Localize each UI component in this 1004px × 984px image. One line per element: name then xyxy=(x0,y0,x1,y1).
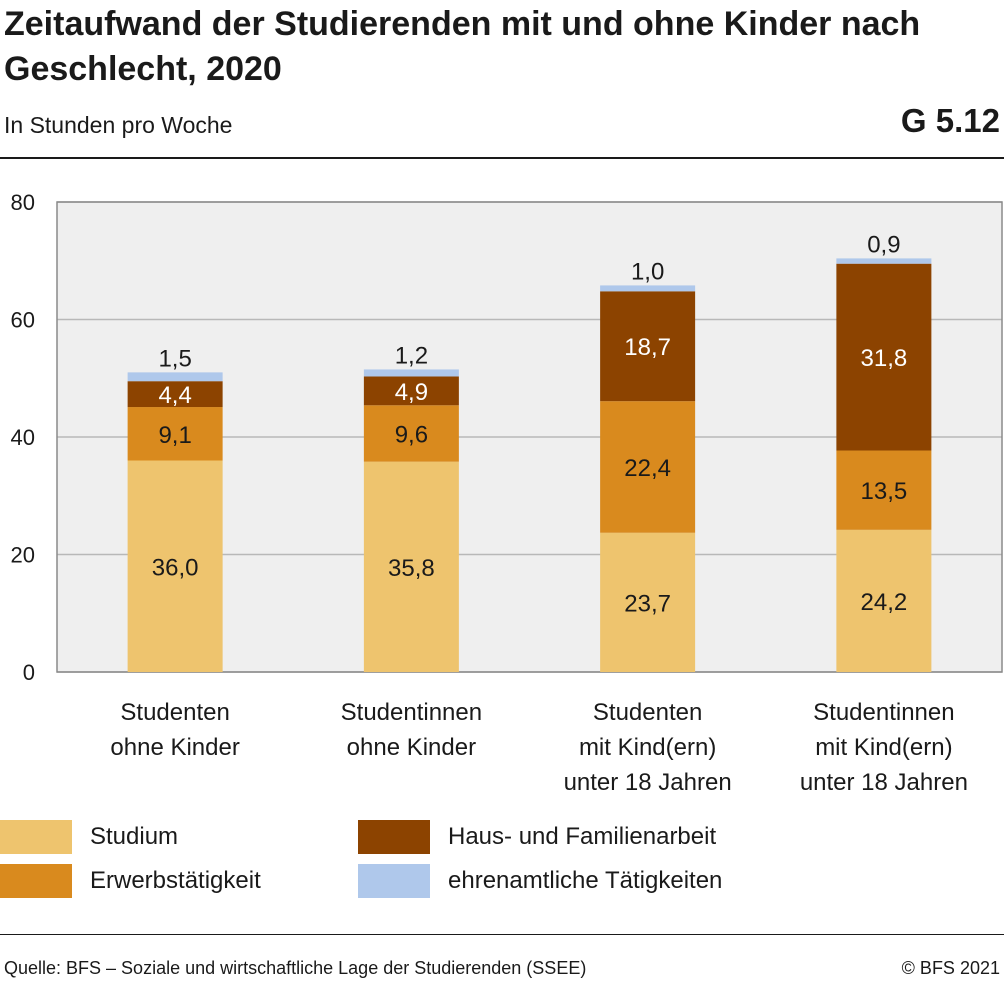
bar-segment xyxy=(363,376,459,406)
plot-border xyxy=(56,201,1003,673)
bar-segment xyxy=(363,461,459,672)
bar-segment xyxy=(836,529,932,672)
bar-segment xyxy=(363,405,459,462)
data-label: 13,5 xyxy=(861,478,908,505)
bar-segment xyxy=(836,258,932,264)
bar-segment xyxy=(127,460,223,672)
legend-item: Studium xyxy=(0,820,178,854)
copyright-note: © BFS 2021 xyxy=(901,958,1000,978)
x-tick-label: unter 18 Jahren xyxy=(564,769,732,796)
x-tick-label: mit Kind(ern) xyxy=(815,734,952,761)
data-label: 1,2 xyxy=(395,342,428,369)
bar-segment xyxy=(363,369,459,377)
y-tick-label: 0 xyxy=(23,660,35,685)
x-tick-label: Studenten xyxy=(593,699,702,726)
legend-label: Haus- und Familienarbeit xyxy=(448,823,717,850)
data-label: 9,6 xyxy=(395,421,428,448)
data-label: 0,9 xyxy=(867,231,900,258)
legend-swatch xyxy=(358,820,430,854)
legend-swatch xyxy=(0,820,72,854)
x-tick-label: Studentinnen xyxy=(813,699,954,726)
x-tick-label: mit Kind(ern) xyxy=(579,734,716,761)
legend-item: Haus- und Familienarbeit xyxy=(358,820,716,854)
stacked-bar-chart: 0 20 40 60 80 36,0 9,1 4,4 1,5 Studenten ohne Kind… xyxy=(11,190,1003,796)
y-tick-label: 40 xyxy=(11,425,35,450)
data-label: 24,2 xyxy=(861,589,908,616)
legend-item: Erwerbstätigkeit xyxy=(0,864,261,898)
footer-divider xyxy=(0,934,1004,935)
x-tick-label: ohne Kinder xyxy=(110,734,239,761)
data-label: 9,1 xyxy=(158,422,191,449)
bar-segment xyxy=(600,291,696,402)
y-tick-label: 60 xyxy=(11,308,35,333)
legend-item: ehrenamtliche Tätigkeiten xyxy=(358,864,722,898)
bar-segment xyxy=(127,407,223,461)
data-label: 1,5 xyxy=(158,345,191,372)
chart-number: G 5.12 xyxy=(900,102,1000,139)
legend-swatch xyxy=(358,864,430,898)
data-label: 35,8 xyxy=(388,555,435,582)
bar-segment xyxy=(836,450,932,530)
legend-label: Erwerbstätigkeit xyxy=(90,867,261,894)
legend-label: ehrenamtliche Tätigkeiten xyxy=(448,867,723,894)
data-label: 4,9 xyxy=(395,379,428,406)
bar-segment xyxy=(600,401,696,533)
bar-segment xyxy=(600,285,696,292)
data-label: 36,0 xyxy=(152,554,199,581)
data-label: 31,8 xyxy=(861,345,908,372)
bar-segment xyxy=(127,381,223,408)
y-tick-label: 20 xyxy=(11,543,35,568)
x-tick-label: ohne Kinder xyxy=(347,734,476,761)
header-divider xyxy=(0,157,1004,159)
chart-title: Zeitaufwand der Studierenden mit und ohn… xyxy=(4,5,921,88)
data-label: 18,7 xyxy=(624,334,671,361)
data-label: 22,4 xyxy=(624,455,671,482)
source-note: Quelle: BFS – Soziale und wirtschaftlich… xyxy=(4,958,587,978)
bar-segment xyxy=(836,263,932,451)
chart-subtitle: In Stunden pro Woche xyxy=(4,112,233,138)
x-tick-label: Studenten xyxy=(120,699,229,726)
data-label: 1,0 xyxy=(631,258,664,285)
data-label: 23,7 xyxy=(624,590,671,617)
y-tick-label: 80 xyxy=(11,190,35,215)
x-tick-label: unter 18 Jahren xyxy=(800,769,968,796)
chart-legend: Studium Erwerbstätigkeit Haus- und Familie… xyxy=(0,820,1004,900)
data-label: 4,4 xyxy=(158,382,191,409)
bar-segment xyxy=(600,532,696,672)
legend-label: Studium xyxy=(90,823,179,850)
legend-swatch xyxy=(0,864,72,898)
x-tick-label: Studentinnen xyxy=(341,699,482,726)
bar-segment xyxy=(127,372,223,382)
